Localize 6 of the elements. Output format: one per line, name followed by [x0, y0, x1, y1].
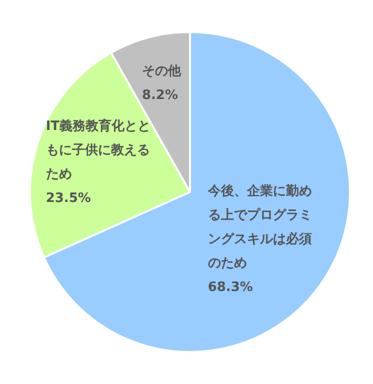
- slice-label: 今後、企業に勤める上でプログラミングスキルは必須のため: [208, 182, 313, 273]
- data-label: 23.5%: [46, 190, 92, 208]
- slice-label: IT義務教育化とともに子供に教えるため: [46, 118, 152, 184]
- data-label: 8.2%: [142, 86, 180, 105]
- slice-label: その他: [142, 62, 181, 81]
- data-label: 68.3%: [208, 278, 254, 297]
